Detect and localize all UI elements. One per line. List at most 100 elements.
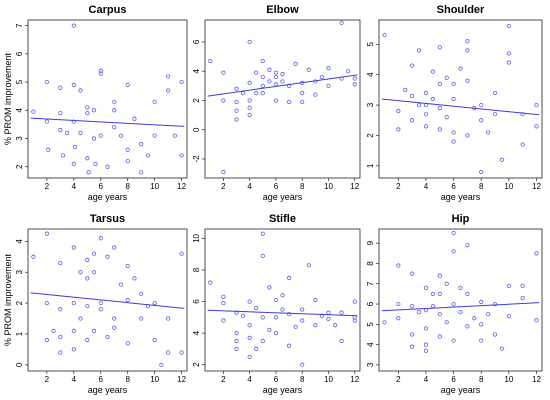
data-point [254, 346, 259, 352]
y-tick-label: 3 [366, 362, 375, 367]
data-point [423, 90, 429, 96]
data-point [221, 318, 226, 323]
data-point [326, 66, 331, 71]
data-point [260, 58, 265, 64]
y-tick-label: 4 [192, 330, 201, 335]
data-point [267, 327, 272, 333]
data-point [451, 130, 456, 135]
x-tick-label: 6 [274, 375, 279, 384]
data-point [506, 51, 511, 56]
data-point [534, 124, 539, 129]
y-tick-label: 4 [192, 68, 201, 73]
data-point [254, 91, 259, 96]
y-tick-label: 2 [192, 98, 201, 103]
y-tick-label: 4 [366, 72, 375, 77]
x-tick-label: 2 [45, 375, 50, 384]
data-point [78, 316, 83, 321]
data-point [444, 281, 449, 286]
data-point [44, 119, 49, 124]
data-point [139, 142, 144, 147]
data-point [382, 320, 387, 325]
plot-frame [378, 228, 543, 372]
data-point [139, 316, 144, 321]
data-point [499, 157, 505, 162]
data-point [112, 325, 117, 330]
data-point [125, 341, 130, 346]
x-tick-label: 8 [300, 375, 305, 384]
x-axis-label: age years [263, 192, 303, 202]
data-point [313, 92, 318, 97]
plot-frame [204, 228, 361, 372]
data-point [300, 307, 305, 312]
data-point [313, 323, 318, 328]
y-axis-label: % PROM improvement [3, 52, 13, 145]
data-point [221, 170, 226, 175]
data-point [86, 170, 91, 175]
data-point [520, 112, 525, 117]
data-point [499, 346, 505, 351]
data-point [208, 280, 213, 285]
data-point [506, 60, 511, 65]
data-point [260, 83, 265, 88]
data-point [492, 332, 498, 337]
data-point [105, 164, 110, 169]
data-point [479, 118, 484, 123]
data-point [98, 300, 103, 306]
x-tick-label: 2 [396, 182, 401, 191]
data-point [125, 82, 130, 87]
x-tick-label: 12 [350, 182, 359, 191]
data-point [247, 354, 252, 359]
data-point [112, 125, 117, 130]
panel-stifle: Stifle 2 4 6 8 10 12 2 4 6 8 10 age years [192, 213, 361, 395]
data-point [326, 83, 331, 88]
panel-carpus: Carpus 2 4 6 8 10 12 2 3 4 5 6 7 age years % PROM impr… [3, 4, 188, 202]
y-tick-label: 5 [15, 79, 24, 84]
data-point [300, 318, 305, 323]
data-point [465, 324, 470, 329]
data-point [260, 74, 265, 80]
data-point [479, 299, 484, 305]
data-point [152, 99, 157, 104]
data-point [273, 82, 279, 87]
data-point [520, 295, 525, 301]
data-point [78, 130, 83, 135]
data-point [479, 322, 484, 327]
y-tick-label: 8 [366, 261, 375, 266]
data-point [396, 263, 401, 268]
data-point [93, 161, 98, 166]
data-point [71, 82, 76, 87]
trend-line [207, 309, 358, 317]
data-point [410, 63, 415, 68]
data-point [293, 61, 298, 66]
data-point [91, 328, 97, 333]
data-point [166, 316, 171, 321]
x-tick-label: 4 [247, 182, 252, 191]
data-point [486, 130, 491, 135]
data-point [247, 112, 252, 118]
data-point [479, 169, 484, 175]
data-point [396, 316, 401, 321]
data-point [326, 316, 331, 322]
x-tick-label: 4 [424, 375, 429, 384]
data-point [98, 133, 103, 138]
x-axis-label: age years [88, 385, 128, 395]
data-point [132, 276, 137, 281]
data-point [437, 334, 442, 339]
y-tick-label: 6 [192, 39, 201, 44]
data-point [458, 310, 463, 315]
data-point [260, 315, 265, 320]
data-point [85, 111, 90, 116]
data-point [479, 338, 484, 343]
x-tick-label: 4 [424, 182, 429, 191]
data-point [85, 276, 90, 281]
y-tick-label: 6 [192, 299, 201, 304]
x-tick-label: 6 [274, 182, 279, 191]
y-tick-label: 2 [192, 362, 201, 367]
data-point [44, 79, 49, 85]
data-point [125, 297, 130, 303]
plot-frame [27, 228, 188, 372]
data-point [118, 282, 124, 287]
data-point [58, 260, 63, 266]
